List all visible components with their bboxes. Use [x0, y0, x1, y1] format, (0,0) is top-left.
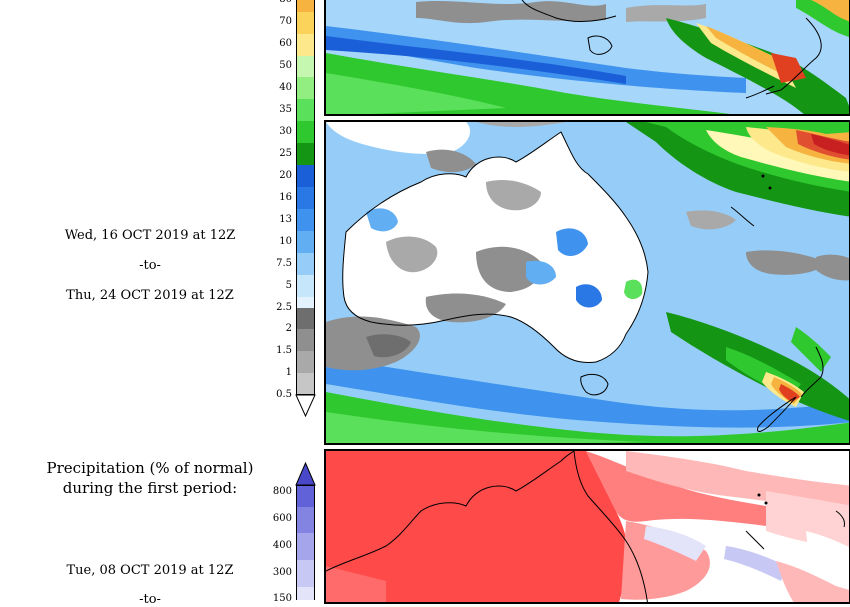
rain-period-start: Wed, 16 OCT 2019 at 12Z — [64, 228, 236, 243]
colorbar-segment — [296, 34, 315, 56]
colorbar-tick-label: 13 — [279, 214, 292, 225]
colorbar-tick-label: 25 — [279, 148, 292, 159]
colorbar-segment — [296, 297, 315, 308]
colorbar-segment — [296, 0, 315, 12]
colorbar-tick-label: 7.5 — [276, 258, 292, 269]
colorbar-tick-label: 20 — [279, 170, 292, 181]
colorbar-tick-label: 2 — [285, 323, 292, 334]
rain-period-end: Thu, 24 OCT 2019 at 12Z — [66, 288, 234, 303]
precipitation-anomaly-map — [324, 449, 850, 604]
colorbar-segment — [296, 143, 315, 165]
colorbar-tick-label: 70 — [279, 16, 292, 27]
colorbar-segment — [296, 373, 315, 395]
colorbar-segment — [296, 351, 315, 373]
anomaly-period-start: Tue, 08 OCT 2019 at 12Z — [66, 563, 234, 578]
anomaly-title-line1: Precipitation (% of normal) — [46, 459, 254, 477]
colorbar-tick-label: 2.5 — [276, 302, 292, 313]
colorbar-tick-label: 5 — [285, 280, 292, 291]
colorbar-tick-label: 0.5 — [276, 389, 292, 400]
colorbar-tick-label: 16 — [279, 192, 292, 203]
colorbar-segment — [296, 165, 315, 187]
rainfall-map-field — [326, 122, 849, 443]
colorbar-segment — [296, 308, 315, 329]
colorbar-tick-label: 30 — [279, 126, 292, 137]
rainfall-map-forecast-period — [324, 120, 850, 445]
colorbar-segment — [296, 253, 315, 275]
colorbar-tick-label: 10 — [279, 236, 292, 247]
colorbar-segment — [296, 187, 315, 209]
colorbar-min-arrow — [295, 394, 316, 418]
colorbar-tick-label: 40 — [279, 82, 292, 93]
colorbar-tick-label: 35 — [279, 104, 292, 115]
anomaly-map-field — [326, 451, 849, 602]
colorbar-segment — [296, 56, 315, 77]
rain-period-separator: -to- — [139, 258, 161, 273]
colorbar-segment — [296, 329, 315, 351]
colorbar-tick-label: 50 — [279, 60, 292, 71]
rainfall-map-field — [326, 0, 849, 114]
colorbar-tick-label: 80 — [252, 0, 292, 5]
anomaly-title-line2: during the first period: — [62, 479, 238, 497]
colorbar-segment — [296, 12, 315, 34]
colorbar-segment — [296, 209, 315, 231]
colorbar-segment — [296, 231, 315, 253]
colorbar-tick-label: 1.5 — [276, 345, 292, 356]
colorbar-tick-label: 60 — [279, 38, 292, 49]
colorbar-segment — [296, 275, 315, 297]
colorbar-tick-label: 1 — [285, 367, 292, 378]
colorbar-segment — [296, 121, 315, 143]
rainfall-map-previous-period — [324, 0, 850, 116]
colorbar-segment — [296, 99, 315, 121]
colorbar-segment — [296, 77, 315, 99]
